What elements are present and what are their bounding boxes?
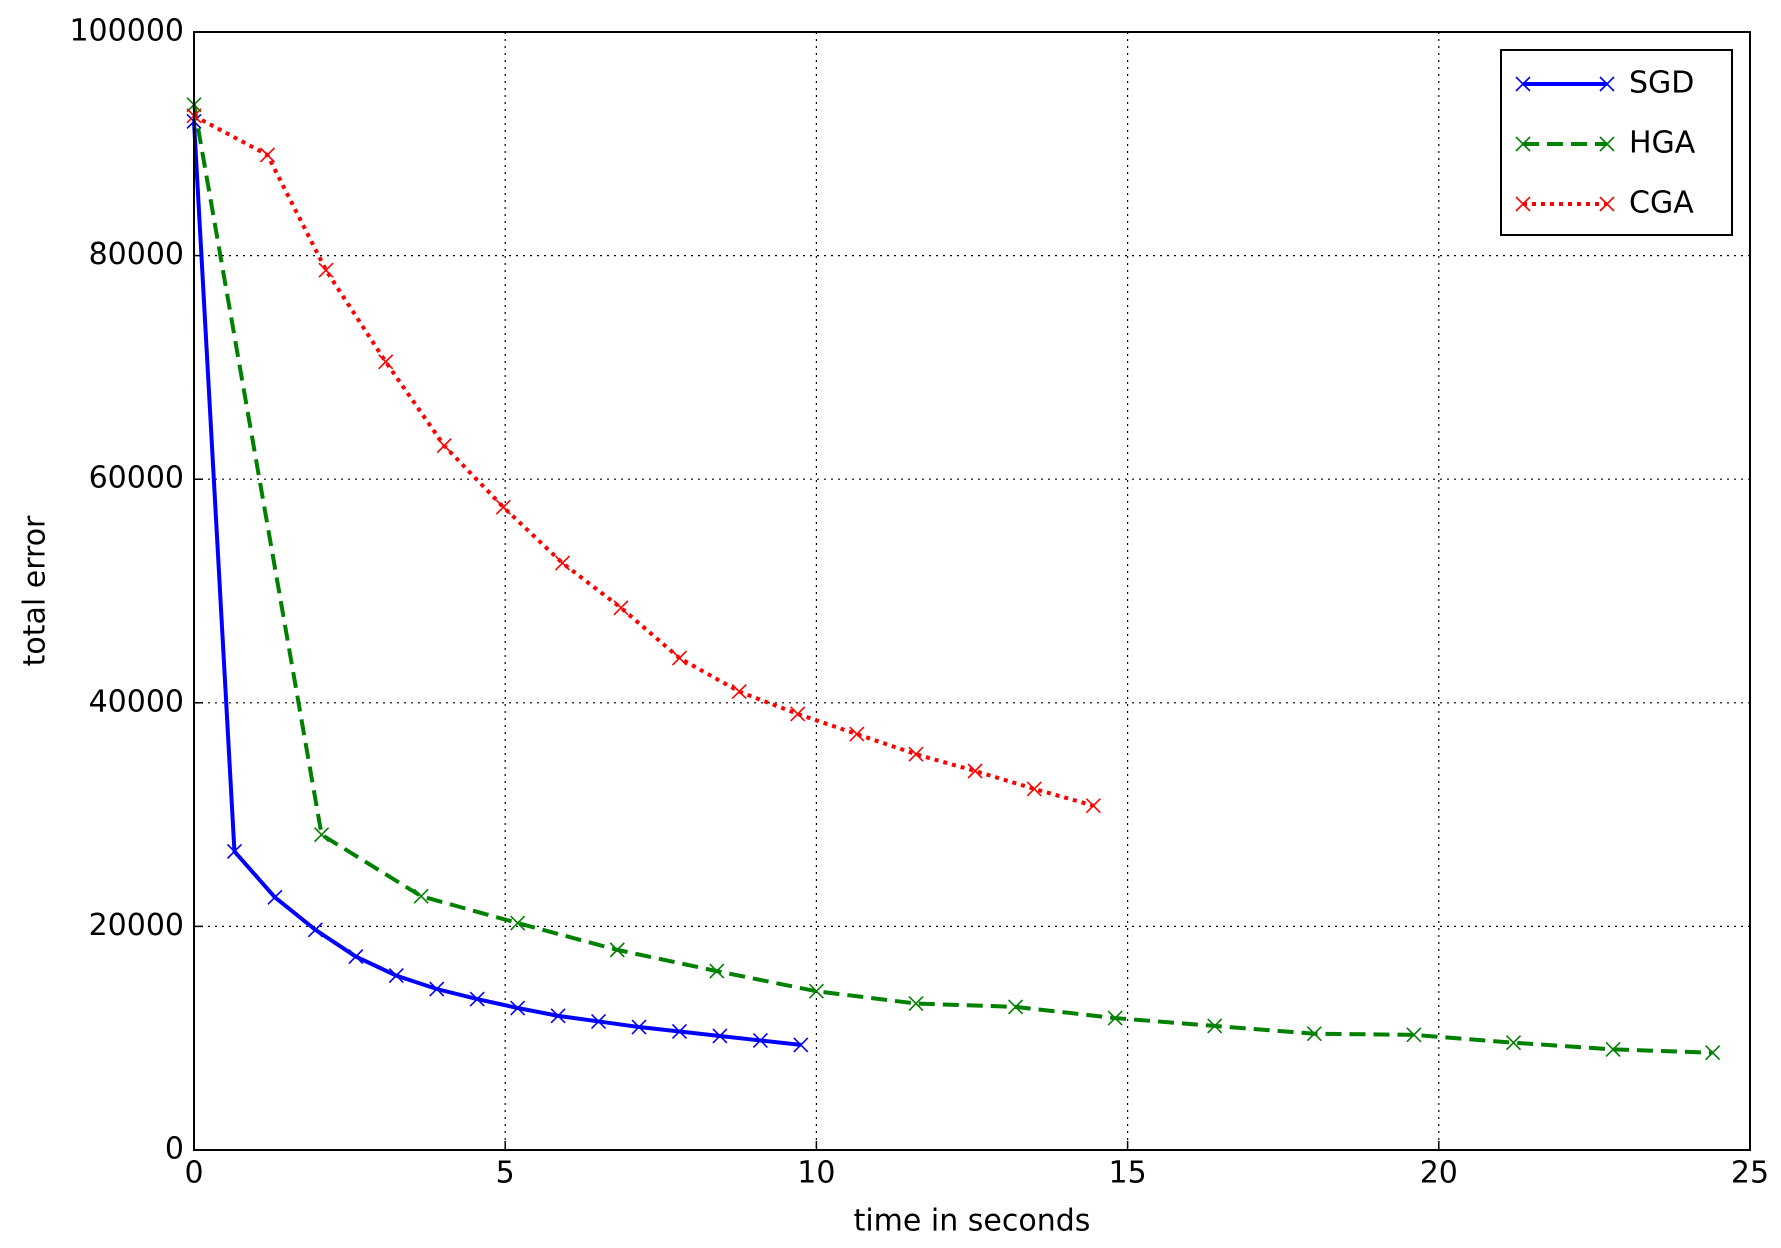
marker <box>550 1008 566 1024</box>
marker <box>808 983 824 999</box>
marker <box>1306 1026 1322 1042</box>
marker <box>967 763 983 779</box>
marker <box>378 354 394 370</box>
x-tick-label: 0 <box>184 1156 203 1191</box>
marker <box>307 922 323 938</box>
y-tick-label: 80000 <box>89 237 184 272</box>
legend-label: HGA <box>1629 126 1696 161</box>
marker <box>590 1013 607 1029</box>
marker <box>1505 1035 1522 1051</box>
marker <box>793 1037 809 1053</box>
plot-frame <box>193 31 1751 1151</box>
marker <box>1599 136 1615 152</box>
x-tick-label: 15 <box>1109 1156 1147 1191</box>
legend-label: SGD <box>1629 66 1694 101</box>
marker <box>259 147 276 163</box>
marker <box>631 1019 647 1035</box>
marker <box>1515 136 1531 152</box>
marker <box>226 843 243 860</box>
x-axis-label: time in seconds <box>854 1204 1091 1239</box>
marker <box>318 262 334 278</box>
marker <box>712 1028 728 1044</box>
marker <box>554 555 571 571</box>
marker <box>1705 1045 1721 1061</box>
marker <box>908 746 924 762</box>
marker <box>1107 1010 1123 1026</box>
marker <box>1026 781 1042 797</box>
marker <box>436 438 452 454</box>
marker <box>413 888 429 904</box>
series-line <box>193 114 1094 808</box>
x-tick-label: 10 <box>797 1156 835 1191</box>
marker <box>908 995 924 1012</box>
marker <box>1515 76 1531 92</box>
x-tick-label: 25 <box>1731 1156 1769 1191</box>
marker <box>429 981 445 997</box>
marker <box>671 650 688 666</box>
marker <box>671 1023 688 1040</box>
y-tick-label: 0 <box>165 1132 184 1167</box>
y-tick-label: 60000 <box>89 461 184 496</box>
marker <box>1406 1027 1422 1043</box>
legend-label: CGA <box>1629 186 1694 221</box>
marker <box>1207 1018 1223 1034</box>
marker <box>609 942 625 958</box>
marker <box>1599 76 1615 92</box>
marker <box>1605 1041 1621 1057</box>
y-tick-label: 100000 <box>69 14 184 49</box>
marker <box>495 499 511 515</box>
marker <box>1008 999 1024 1015</box>
marker <box>314 827 330 843</box>
legend-box <box>1500 49 1733 236</box>
marker <box>731 684 747 700</box>
marker <box>1085 798 1101 814</box>
y-tick-label: 20000 <box>89 908 184 943</box>
marker <box>510 915 526 931</box>
marker <box>613 600 629 616</box>
marker <box>1599 196 1615 212</box>
marker <box>510 1000 526 1016</box>
x-tick-label: 5 <box>496 1156 515 1191</box>
marker <box>790 706 806 722</box>
marker <box>348 949 364 965</box>
x-tick-label: 20 <box>1420 1156 1458 1191</box>
y-tick-label: 40000 <box>89 684 184 719</box>
marker <box>752 1032 768 1049</box>
marker <box>1515 196 1531 212</box>
series-line <box>192 121 802 1047</box>
y-axis-label: total error <box>18 515 53 666</box>
marker <box>849 726 865 742</box>
marker <box>267 889 283 905</box>
marker <box>709 963 725 979</box>
marker <box>388 968 404 984</box>
marker <box>469 991 485 1007</box>
